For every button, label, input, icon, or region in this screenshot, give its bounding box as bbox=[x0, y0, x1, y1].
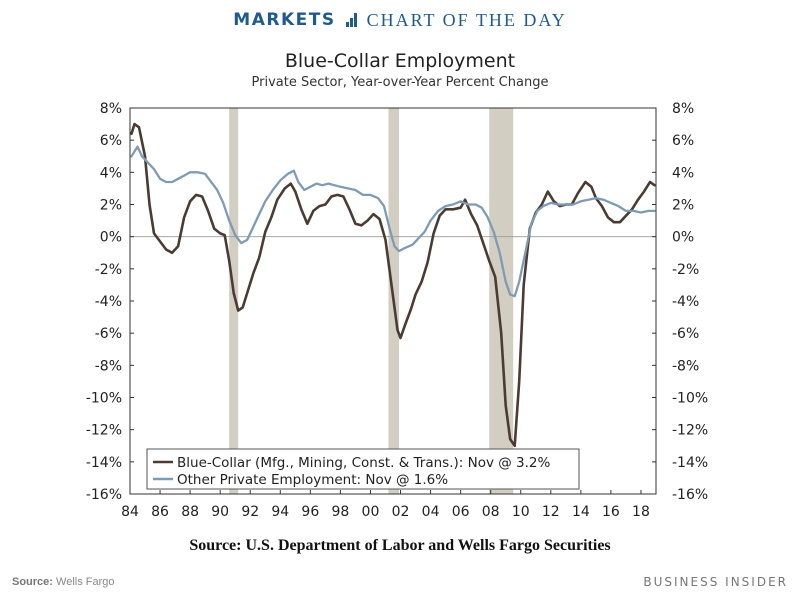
legend-label-1: Blue-Collar (Mfg., Mining, Const. & Tran… bbox=[177, 455, 551, 471]
x-tick-label: 06 bbox=[452, 504, 470, 520]
y-tick-label-left: -8% bbox=[95, 358, 122, 374]
x-tick-label: 16 bbox=[602, 504, 620, 520]
y-tick-label-right: -8% bbox=[672, 358, 699, 374]
x-tick-label: 08 bbox=[482, 504, 500, 520]
y-tick-label-left: -14% bbox=[86, 455, 122, 471]
x-tick-label: 92 bbox=[241, 504, 259, 520]
y-tick-label-left: -6% bbox=[95, 326, 122, 342]
x-tick-label: 94 bbox=[271, 504, 289, 520]
chart-source-note: Source: U.S. Department of Labor and Wel… bbox=[189, 537, 611, 554]
footer-brand: BUSINESS INSIDER bbox=[643, 575, 788, 589]
y-tick-label-left: 6% bbox=[100, 133, 122, 149]
x-tick-label: 14 bbox=[572, 504, 590, 520]
y-tick-label-right: -12% bbox=[672, 423, 708, 439]
y-tick-label-right: -2% bbox=[672, 262, 699, 278]
y-tick-label-left: 2% bbox=[100, 198, 122, 214]
recession-band bbox=[229, 108, 239, 494]
x-tick-label: 18 bbox=[632, 504, 650, 520]
chart-title: Blue-Collar Employment bbox=[284, 50, 516, 72]
series-line-2 bbox=[130, 145, 656, 298]
x-tick-label: 90 bbox=[211, 504, 229, 520]
y-tick-label-right: 0% bbox=[672, 230, 694, 246]
banner-section: CHART OF THE DAY bbox=[366, 9, 567, 30]
y-tick-label-right: -10% bbox=[672, 391, 708, 407]
y-tick-label-left: -10% bbox=[86, 391, 122, 407]
y-tick-label-right: -16% bbox=[672, 487, 708, 503]
y-tick-label-left: 0% bbox=[100, 230, 122, 246]
chart-of-the-day-banner: MARKETS CHART OF THE DAY bbox=[0, 7, 800, 33]
y-tick-label-left: -4% bbox=[95, 294, 122, 310]
x-tick-label: 10 bbox=[512, 504, 530, 520]
y-tick-label-left: 8% bbox=[100, 101, 122, 117]
x-tick-label: 98 bbox=[331, 504, 349, 520]
bar-chart-icon bbox=[345, 13, 357, 27]
x-tick-label: 86 bbox=[151, 504, 169, 520]
y-tick-label-left: -16% bbox=[86, 487, 122, 503]
y-tick-label-left: 4% bbox=[100, 165, 122, 181]
y-tick-label-left: -12% bbox=[86, 423, 122, 439]
footer-source-value: Wells Fargo bbox=[56, 576, 115, 588]
x-tick-label: 02 bbox=[392, 504, 410, 520]
banner-brand: MARKETS bbox=[233, 10, 336, 30]
legend-box bbox=[146, 448, 580, 490]
x-tick-label: 96 bbox=[301, 504, 319, 520]
x-tick-label: 84 bbox=[121, 504, 139, 520]
y-tick-label-right: -6% bbox=[672, 326, 699, 342]
y-tick-label-right: -4% bbox=[672, 294, 699, 310]
y-tick-label-left: -2% bbox=[95, 262, 122, 278]
x-tick-label: 12 bbox=[542, 504, 560, 520]
y-tick-label-right: 8% bbox=[672, 101, 694, 117]
x-tick-label: 04 bbox=[422, 504, 440, 520]
x-tick-label: 00 bbox=[362, 504, 380, 520]
y-tick-label-right: 4% bbox=[672, 165, 694, 181]
footer-source-label: Source: bbox=[12, 576, 53, 588]
footer-source: Source: Wells Fargo bbox=[12, 576, 115, 588]
x-tick-label: 88 bbox=[181, 504, 199, 520]
chart-subtitle: Private Sector, Year-over-Year Percent C… bbox=[251, 75, 549, 90]
legend-label-2: Other Private Employment: Nov @ 1.6% bbox=[177, 472, 448, 488]
y-tick-label-right: -14% bbox=[672, 455, 708, 471]
y-tick-label-right: 2% bbox=[672, 198, 694, 214]
y-tick-label-right: 6% bbox=[672, 133, 694, 149]
